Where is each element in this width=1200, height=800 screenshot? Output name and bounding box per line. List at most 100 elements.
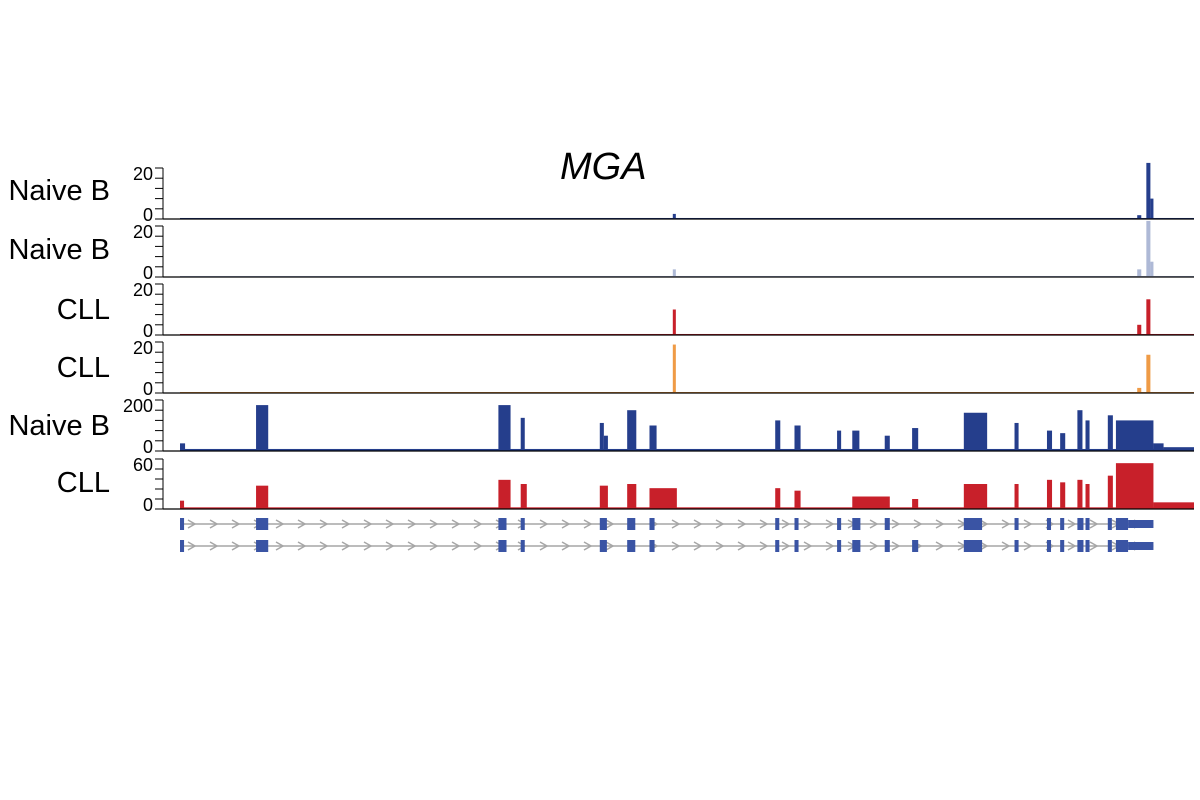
y-tick-label-top-3: 20 — [133, 280, 153, 300]
exon-2-15 — [1014, 540, 1019, 552]
coverage-peak-6-15 — [1060, 482, 1066, 509]
track-label-5: Naive B — [8, 410, 110, 442]
strand-chevron-1 — [341, 519, 351, 529]
strand-chevron-2 — [1023, 541, 1033, 551]
strand-chevron-1 — [319, 519, 329, 529]
coverage-peak-5-18 — [1060, 433, 1066, 451]
strand-chevron-2 — [1089, 541, 1099, 551]
coverage-peak-2-2 — [1137, 269, 1142, 277]
coverage-peak-1-2 — [1137, 215, 1142, 219]
coverage-peak-6-5 — [599, 485, 608, 509]
coverage-peak-4-2 — [1137, 387, 1142, 393]
exon-1-1 — [180, 518, 185, 530]
coverage-peak-5-21 — [1107, 415, 1113, 451]
coverage-peak-5-19 — [1077, 410, 1083, 451]
strand-chevron-2 — [297, 541, 307, 551]
coverage-peak-2-4 — [1150, 261, 1154, 277]
coverage-peak-6-3 — [498, 479, 511, 509]
exon-1-4 — [520, 518, 525, 530]
strand-chevron-2 — [1067, 541, 1077, 551]
coverage-peak-6-8 — [775, 488, 781, 509]
strand-chevron-1 — [385, 519, 395, 529]
strand-chevron-2 — [187, 541, 197, 551]
coverage-peak-5-10 — [794, 425, 801, 451]
strand-chevron-1 — [231, 519, 241, 529]
strand-chevron-1 — [693, 519, 703, 529]
exon-1-18 — [1085, 518, 1090, 530]
coverage-peak-6-13 — [1014, 484, 1019, 509]
strand-chevron-2 — [539, 541, 549, 551]
coverage-peak-1-1 — [672, 213, 676, 219]
strand-chevron-1 — [1067, 519, 1077, 529]
coverage-baseline-5 — [180, 448, 1194, 451]
coverage-peak-6-9 — [794, 490, 801, 509]
strand-chevron-1 — [935, 519, 945, 529]
strand-chevron-1 — [583, 519, 593, 529]
exon-2-8 — [775, 540, 780, 552]
strand-chevron-2 — [363, 541, 373, 551]
strand-chevron-2 — [759, 541, 769, 551]
strand-chevron-1 — [979, 519, 989, 529]
coverage-peak-4-1 — [672, 344, 676, 393]
coverage-peak-6-10 — [852, 496, 890, 509]
y-tick-label-zero-6: 0 — [143, 495, 153, 515]
strand-chevron-2 — [715, 541, 725, 551]
strand-chevron-2 — [1001, 541, 1011, 551]
strand-chevron-1 — [209, 519, 219, 529]
strand-chevron-1 — [407, 519, 417, 529]
strand-chevron-1 — [1001, 519, 1011, 529]
y-tick-label-zero-4: 0 — [143, 379, 153, 399]
y-tick-label-top-5: 200 — [123, 396, 153, 416]
coverage-peak-5-12 — [852, 430, 860, 451]
exon-2-6 — [627, 540, 636, 552]
strand-chevron-1 — [451, 519, 461, 529]
coverage-peak-5-14 — [912, 428, 919, 451]
coverage-peak-4-3 — [1146, 354, 1151, 393]
coverage-peak-5-6 — [603, 435, 608, 451]
strand-chevron-1 — [517, 519, 527, 529]
strand-chevron-2 — [319, 541, 329, 551]
strand-chevron-1 — [561, 519, 571, 529]
track-label-6: CLL — [56, 467, 110, 499]
strand-chevron-2 — [671, 541, 681, 551]
coverage-peak-6-1 — [180, 500, 185, 509]
strand-chevron-2 — [693, 541, 703, 551]
exon-2-16 — [1046, 540, 1052, 552]
coverage-peak-5-24 — [1163, 447, 1194, 451]
y-tick-label-zero-3: 0 — [143, 321, 153, 341]
exon-2-9 — [794, 540, 799, 552]
coverage-peak-6-18 — [1107, 475, 1113, 509]
exon-1-13 — [963, 518, 983, 530]
exon-1-11 — [852, 518, 861, 530]
exon-1-17 — [1077, 518, 1084, 530]
exon-1-6 — [627, 518, 636, 530]
strand-chevron-2 — [429, 541, 439, 551]
strand-chevron-1 — [429, 519, 439, 529]
strand-chevron-2 — [825, 541, 835, 551]
exon-1-10 — [837, 518, 842, 530]
strand-chevron-2 — [979, 541, 989, 551]
coverage-peak-5-13 — [884, 435, 890, 451]
strand-chevron-2 — [583, 541, 593, 551]
exon-1-12 — [884, 518, 890, 530]
exon-1-9 — [794, 518, 799, 530]
coverage-peak-5-1 — [180, 443, 186, 451]
coverage-baseline-6 — [180, 507, 1194, 509]
coverage-peak-5-15 — [963, 412, 988, 451]
strand-chevron-1 — [737, 519, 747, 529]
exon-2-19 — [1085, 540, 1090, 552]
exon-2-17 — [1060, 540, 1065, 552]
y-tick-label-zero-5: 0 — [143, 437, 153, 457]
exon-2-1 — [180, 540, 185, 552]
exon-2-11 — [852, 540, 861, 552]
strand-chevron-1 — [671, 519, 681, 529]
coverage-peak-5-22 — [1115, 420, 1154, 451]
exon-2-2 — [256, 540, 269, 552]
coverage-peak-6-14 — [1046, 479, 1053, 509]
strand-chevron-1 — [275, 519, 285, 529]
track-label-2: Naive B — [8, 234, 110, 266]
gene-title: MGA — [560, 146, 647, 188]
track-label-3: CLL — [56, 294, 110, 326]
strand-chevron-2 — [209, 541, 219, 551]
